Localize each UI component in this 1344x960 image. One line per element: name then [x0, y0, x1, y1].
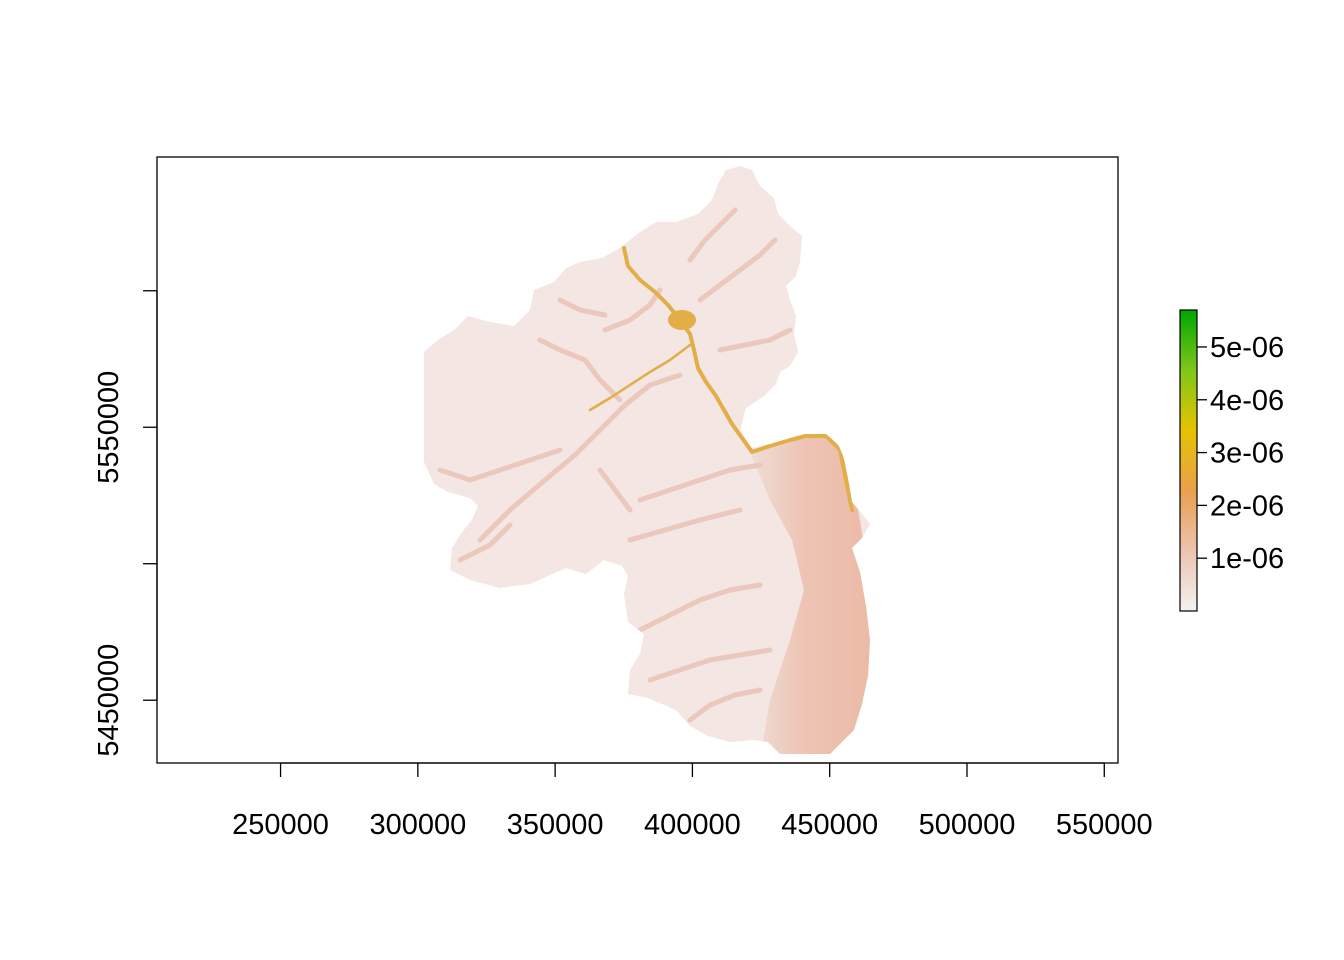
- y-tick-label: 5550000: [93, 371, 125, 484]
- east-zone: [750, 436, 870, 754]
- x-tick-label: 550000: [1056, 809, 1153, 841]
- legend-tick-label: 2e-06: [1210, 490, 1284, 522]
- color-legend: 1e-06 2e-06 3e-06 4e-06 5e-06: [1179, 309, 1284, 612]
- x-tick-label: 400000: [644, 809, 741, 841]
- legend-colorbar: [1179, 309, 1198, 612]
- river-east-edge: [804, 434, 854, 512]
- raster-region: [424, 166, 870, 754]
- river-pool: [668, 310, 696, 330]
- legend-tick-label: 3e-06: [1210, 438, 1284, 470]
- x-tick-label: 250000: [232, 809, 329, 841]
- x-tick-label: 450000: [781, 809, 878, 841]
- legend-tick-label: 4e-06: [1210, 385, 1284, 417]
- legend-tick-label: 1e-06: [1210, 543, 1284, 575]
- legend-ticks: 1e-06 2e-06 3e-06 4e-06 5e-06: [1197, 332, 1284, 575]
- x-axis: 250000 300000 350000 400000 450000 500000 5500…: [232, 762, 1153, 841]
- x-tick-label: 350000: [507, 809, 604, 841]
- river-channel: [622, 246, 808, 454]
- y-tick-label: 5450000: [93, 644, 125, 757]
- x-tick-label: 300000: [369, 809, 466, 841]
- valley-network: [437, 207, 793, 723]
- river-branch: [588, 343, 692, 412]
- y-axis: 5550000 5450000: [93, 290, 158, 757]
- region-base-fill: [424, 166, 870, 754]
- x-tick-label: 500000: [919, 809, 1016, 841]
- legend-tick-label: 5e-06: [1210, 332, 1284, 364]
